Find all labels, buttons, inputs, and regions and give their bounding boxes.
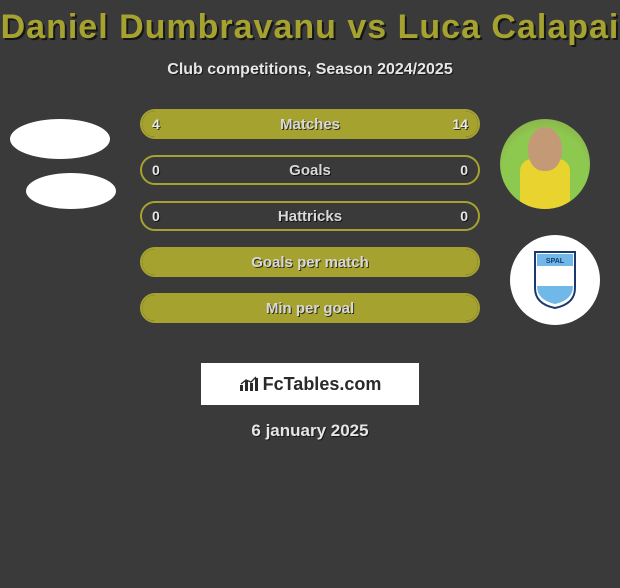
bar-row: 00Goals xyxy=(140,155,480,185)
player-left-photo xyxy=(10,119,110,159)
bar-row: Goals per match xyxy=(140,247,480,277)
page-title: Daniel Dumbravanu vs Luca Calapai xyxy=(0,8,620,47)
bar-label: Hattricks xyxy=(142,203,478,229)
player-left-club-logo xyxy=(26,173,116,209)
bar-row: Min per goal xyxy=(140,293,480,323)
svg-text:SPAL: SPAL xyxy=(546,258,565,265)
brand-text: FcTables.com xyxy=(263,374,382,395)
bar-row: 00Hattricks xyxy=(140,201,480,231)
player-right-club-logo: SPAL xyxy=(510,235,600,325)
brand-chart-icon xyxy=(239,375,259,393)
comparison-chart: SPAL 414Matches 00Goals 00Hattricks Goals p… xyxy=(0,109,620,349)
date-label: 6 january 2025 xyxy=(0,421,620,441)
brand-box: FcTables.com xyxy=(201,363,419,405)
bar-label: Goals per match xyxy=(142,249,478,275)
subtitle: Club competitions, Season 2024/2025 xyxy=(0,61,620,79)
bar-label: Goals xyxy=(142,157,478,183)
bar-row: 414Matches xyxy=(140,109,480,139)
spal-shield-icon: SPAL xyxy=(533,250,577,310)
bar-label: Matches xyxy=(142,111,478,137)
player-right-photo xyxy=(500,119,590,209)
bar-label: Min per goal xyxy=(142,295,478,321)
